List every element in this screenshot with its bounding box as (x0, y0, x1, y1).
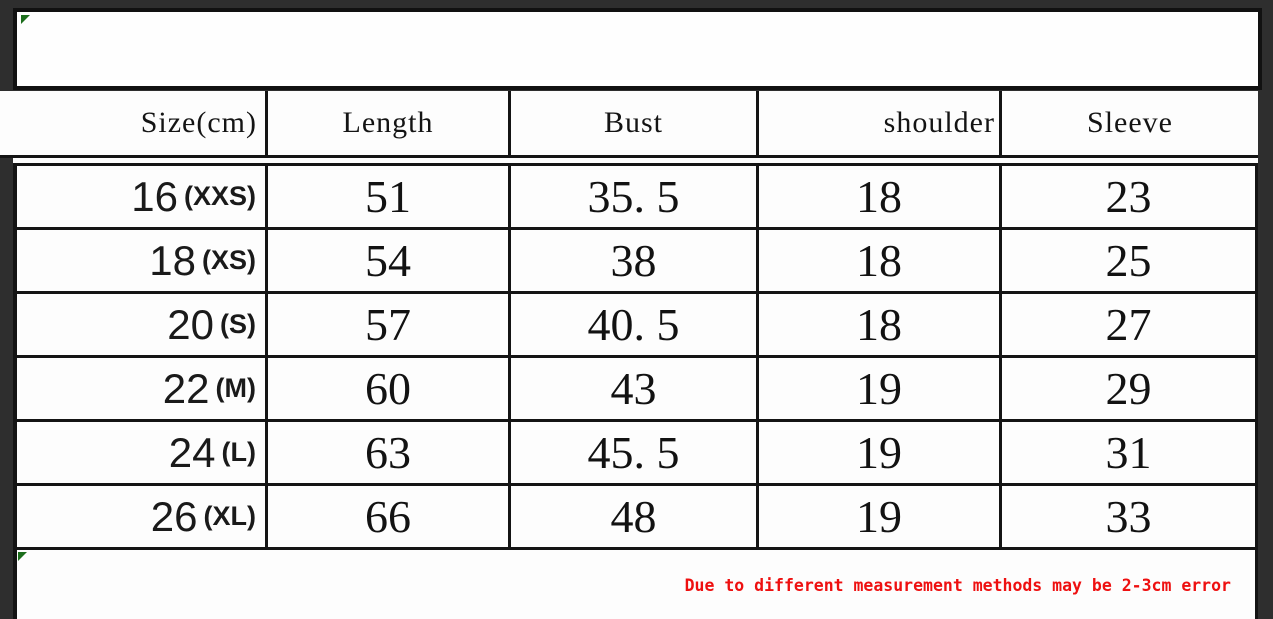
shoulder-cell: 18 (759, 230, 1002, 291)
bust-cell: 43 (511, 358, 759, 419)
size-number: 22 (162, 364, 210, 412)
size-number: 18 (149, 236, 196, 284)
size-number: 20 (167, 300, 214, 348)
size-number: 24 (168, 428, 216, 476)
size-cell: 22 (M) (17, 358, 268, 419)
table-row: 26 (XL) 66 48 19 33 (17, 486, 1255, 547)
size-label: (S) (220, 309, 256, 339)
sleeve-cell: 31 (1105, 427, 1152, 478)
header-size: Size(cm) (0, 91, 268, 155)
bust-cell: 45. 5 (511, 422, 759, 483)
measurement-disclaimer: Due to different measurement methods may… (684, 576, 1231, 595)
length-cell: 63 (268, 422, 511, 483)
blank-title-box (13, 8, 1262, 90)
table-row: 24 (L) 63 45. 5 19 31 (17, 422, 1255, 486)
header-sleeve: Sleeve (1087, 106, 1173, 139)
bust-cell: 48 (511, 486, 759, 547)
length-cell: 66 (268, 486, 511, 547)
length-cell: 57 (268, 294, 511, 355)
shoulder-cell: 19 (759, 422, 1002, 483)
length-cell: 54 (268, 230, 511, 291)
length-cell: 51 (268, 166, 511, 227)
table-header-row: Size(cm) Length Bust shoulder Sleeve (0, 91, 1258, 158)
table-row: 22 (M) 60 43 19 29 (17, 358, 1255, 422)
shoulder-cell: 18 (759, 166, 1002, 227)
table-row: 20 (S) 57 40. 5 18 27 (17, 294, 1255, 358)
sleeve-cell: 33 (1105, 491, 1152, 542)
shoulder-cell: 19 (759, 486, 1002, 547)
size-label: (L) (221, 437, 256, 467)
green-corner-marker-icon (21, 15, 30, 24)
footer-strip: Due to different measurement methods may… (13, 550, 1258, 619)
shoulder-cell: 18 (759, 294, 1002, 355)
bust-cell: 38 (511, 230, 759, 291)
size-label: (XXS) (183, 181, 256, 211)
size-table: 16 (XXS) 51 35. 5 18 23 18 (XS) 54 38 18 2… (13, 163, 1258, 550)
length-cell: 60 (268, 358, 511, 419)
green-corner-marker-icon (18, 552, 27, 561)
size-label: (XS) (202, 245, 256, 275)
size-cell: 24 (L) (17, 422, 268, 483)
sleeve-cell: 23 (1105, 171, 1152, 222)
size-cell: 26 (XL) (17, 486, 268, 547)
size-label: (M) (215, 373, 256, 403)
size-number: 16 (131, 172, 178, 220)
bust-cell: 40. 5 (511, 294, 759, 355)
shoulder-cell: 19 (759, 358, 1002, 419)
bust-cell: 35. 5 (511, 166, 759, 227)
header-shoulder: shoulder (759, 91, 1002, 155)
size-cell: 18 (XS) (17, 230, 268, 291)
sleeve-cell: 29 (1105, 363, 1152, 414)
header-bust: Bust (511, 91, 759, 155)
sleeve-cell: 25 (1105, 235, 1152, 286)
size-number: 26 (150, 492, 198, 540)
size-cell: 20 (S) (17, 294, 268, 355)
table-row: 18 (XS) 54 38 18 25 (17, 230, 1255, 294)
sleeve-cell: 27 (1105, 299, 1152, 350)
size-cell: 16 (XXS) (17, 166, 268, 227)
header-length: Length (268, 91, 511, 155)
size-label: (XL) (203, 501, 256, 531)
table-row: 16 (XXS) 51 35. 5 18 23 (17, 166, 1255, 230)
